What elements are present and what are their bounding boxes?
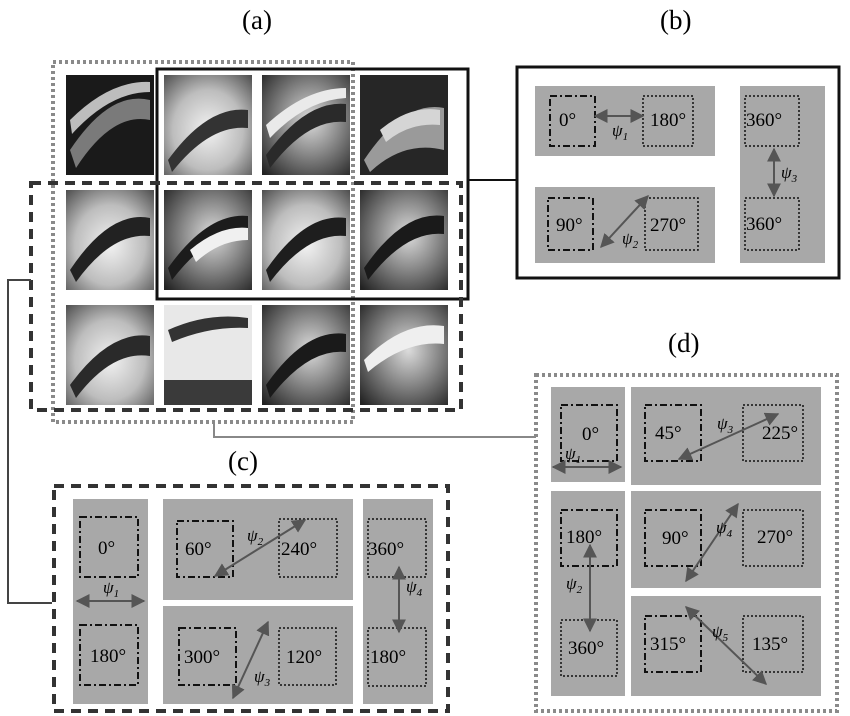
image-tile	[262, 190, 350, 290]
psi-subscript: 1	[623, 131, 629, 143]
psi-symbol: ψ	[103, 578, 114, 597]
psi-subscript: 2	[633, 239, 639, 251]
psi-symbol: ψ	[716, 518, 727, 537]
svg-text:ψ4: ψ4	[406, 577, 423, 599]
image-tile	[66, 190, 154, 290]
psi-symbol: ψ	[612, 121, 623, 140]
psi-subscript: 4	[417, 587, 423, 599]
angle-label: 360°	[746, 110, 782, 131]
connector-c	[7, 279, 52, 604]
image-tile	[66, 305, 154, 405]
svg-text:ψ3: ψ3	[717, 414, 734, 436]
image-tile	[360, 75, 448, 175]
psi-subscript: 1	[114, 588, 120, 600]
panel-label-a: (a)	[242, 5, 272, 35]
panel-b: 0° 180° ψ1 90° 270° ψ2 360° 360° ψ3	[515, 65, 841, 280]
svg-text:ψ3: ψ3	[254, 667, 271, 689]
angle-label: 270°	[757, 527, 793, 548]
psi-symbol: ψ	[781, 163, 792, 182]
angle-label: 360°	[368, 539, 404, 560]
svg-text:ψ1: ψ1	[612, 121, 628, 143]
angle-label: 300°	[184, 647, 220, 668]
image-grid	[66, 75, 448, 405]
connector-d	[213, 422, 536, 438]
angle-label: 0°	[582, 424, 599, 445]
angle-label: 240°	[281, 539, 317, 560]
psi-subscript: 4	[727, 528, 733, 540]
angle-label: 120°	[286, 647, 322, 668]
psi-subscript: 2	[258, 536, 264, 548]
panel-d: 0° ψ1 180° 360° ψ2 45° 225° ψ3 90° 270° …	[534, 373, 839, 713]
psi-subscript: 2	[577, 584, 583, 596]
grid-frame-dashed	[29, 181, 463, 412]
svg-text:ψ1: ψ1	[565, 444, 581, 466]
psi-symbol: ψ	[406, 577, 417, 596]
svg-text:ψ4: ψ4	[716, 518, 733, 540]
angle-label: 45°	[655, 423, 682, 444]
angle-label: 270°	[650, 215, 686, 236]
angle-label: 90°	[556, 215, 583, 236]
svg-text:ψ2: ψ2	[247, 526, 264, 548]
image-tile	[164, 305, 252, 405]
psi-subscript: 3	[264, 677, 271, 689]
angle-label: 135°	[752, 634, 788, 655]
panel-label-c: (c)	[228, 446, 258, 476]
angle-label: 180°	[370, 647, 406, 668]
panel-c: 0° ψ1 180° 60° 240° ψ2 300° 120° ψ3 360°…	[52, 484, 450, 713]
angle-label: 315°	[650, 634, 686, 655]
psi-symbol: ψ	[712, 622, 723, 641]
image-tile	[164, 75, 252, 175]
angle-label: 0°	[559, 110, 576, 131]
psi-symbol: ψ	[566, 574, 577, 593]
svg-text:ψ1: ψ1	[103, 578, 119, 600]
angle-label: 360°	[746, 214, 782, 235]
psi-subscript: 3	[791, 173, 798, 185]
psi-symbol: ψ	[717, 414, 728, 433]
svg-text:ψ3: ψ3	[781, 163, 798, 185]
psi-symbol: ψ	[254, 667, 265, 686]
image-tile	[360, 190, 448, 290]
image-tile	[360, 305, 448, 405]
image-tile	[66, 75, 154, 175]
angle-label: 360°	[568, 638, 604, 659]
angle-label: 60°	[185, 539, 212, 560]
psi-symbol: ψ	[565, 444, 576, 463]
psi-subscript: 3	[727, 424, 734, 436]
image-tile	[262, 305, 350, 405]
angle-label: 180°	[566, 527, 602, 548]
svg-text:ψ5: ψ5	[712, 622, 729, 644]
svg-text:ψ2: ψ2	[622, 229, 639, 251]
psi-subscript: 5	[723, 632, 729, 644]
psi-symbol: ψ	[622, 229, 633, 248]
svg-text:ψ2: ψ2	[566, 574, 583, 596]
angle-label: 90°	[662, 528, 689, 549]
psi-subscript: 1	[576, 454, 582, 466]
angle-label: 180°	[650, 110, 686, 131]
angle-label: 225°	[762, 423, 798, 444]
grid-frame-dotted	[51, 60, 355, 424]
panel-label-b: (b)	[660, 5, 691, 35]
image-tile	[262, 75, 350, 175]
psi-symbol: ψ	[247, 526, 258, 545]
panel-label-d: (d)	[668, 328, 699, 358]
angle-label: 180°	[90, 646, 126, 667]
image-tile	[164, 190, 252, 290]
angle-label: 0°	[98, 538, 115, 559]
